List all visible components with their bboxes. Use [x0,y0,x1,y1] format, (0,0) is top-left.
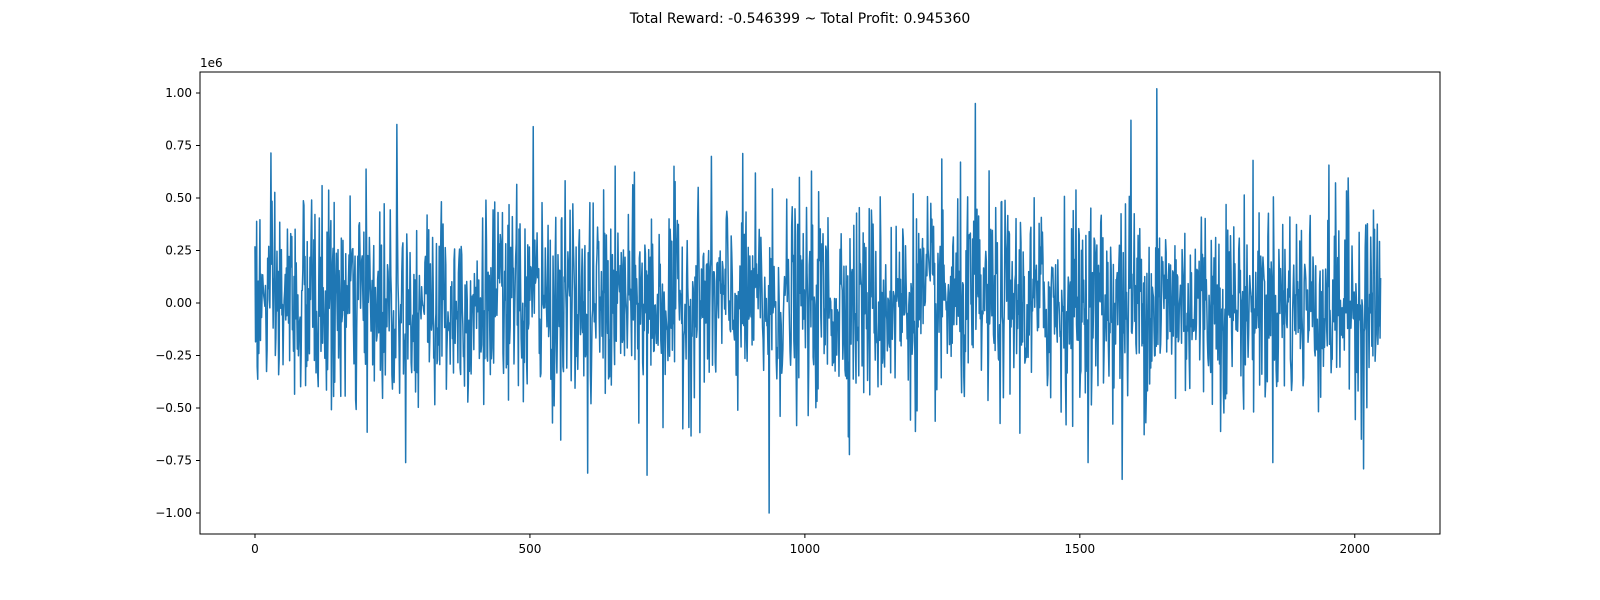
y-tick-label: −1.00 [155,506,192,520]
x-axis: 0 500 1000 1500 2000 [251,534,1370,556]
y-axis: −1.00 −0.75 −0.50 −0.25 0.00 0.25 0.50 0.75 1.00 [155,86,200,520]
series-line [254,88,1382,514]
y-tick-label: 0.50 [165,191,192,205]
y-tick-label: 0.00 [165,296,192,310]
x-tick-label: 500 [518,542,541,556]
y-tick-label: −0.50 [155,401,192,415]
x-tick-label: 1500 [1065,542,1096,556]
x-tick-label: 1000 [790,542,821,556]
plot-frame [199,71,1441,535]
y-tick-label: 0.75 [165,139,192,153]
y-tick-label: −0.75 [155,454,192,468]
y-tick-label: 0.25 [165,244,192,258]
y-tick-label: −0.25 [155,349,192,363]
x-tick-label: 2000 [1339,542,1370,556]
y-offset-label: 1e6 [200,56,223,70]
series-layer [254,88,1382,514]
x-tick-label: 0 [251,542,259,556]
chart-title: Total Reward: -0.546399 ~ Total Profit: … [629,11,971,27]
y-tick-label: 1.00 [165,86,192,100]
